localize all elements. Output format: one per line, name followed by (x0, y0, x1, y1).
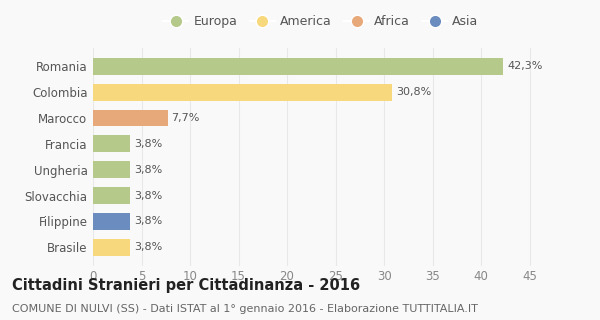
Bar (93, 135, 130, 152)
Bar (93, 213, 130, 230)
Bar (93, 161, 130, 178)
Bar (93, 239, 130, 256)
Text: 3,8%: 3,8% (134, 242, 162, 252)
Text: COMUNE DI NULVI (SS) - Dati ISTAT al 1° gennaio 2016 - Elaborazione TUTTITALIA.I: COMUNE DI NULVI (SS) - Dati ISTAT al 1° … (12, 304, 478, 314)
Text: 3,8%: 3,8% (134, 165, 162, 175)
Text: 3,8%: 3,8% (134, 216, 162, 227)
Bar (93, 84, 392, 100)
Text: Cittadini Stranieri per Cittadinanza - 2016: Cittadini Stranieri per Cittadinanza - 2… (12, 278, 360, 293)
Legend: Europa, America, Africa, Asia: Europa, America, Africa, Asia (158, 10, 484, 33)
Bar (93, 187, 130, 204)
Bar (93, 58, 503, 75)
Text: 3,8%: 3,8% (134, 139, 162, 149)
Text: 30,8%: 30,8% (396, 87, 431, 97)
Bar (93, 110, 168, 126)
Text: 7,7%: 7,7% (172, 113, 200, 123)
Text: 42,3%: 42,3% (507, 61, 542, 71)
Text: 3,8%: 3,8% (134, 191, 162, 201)
